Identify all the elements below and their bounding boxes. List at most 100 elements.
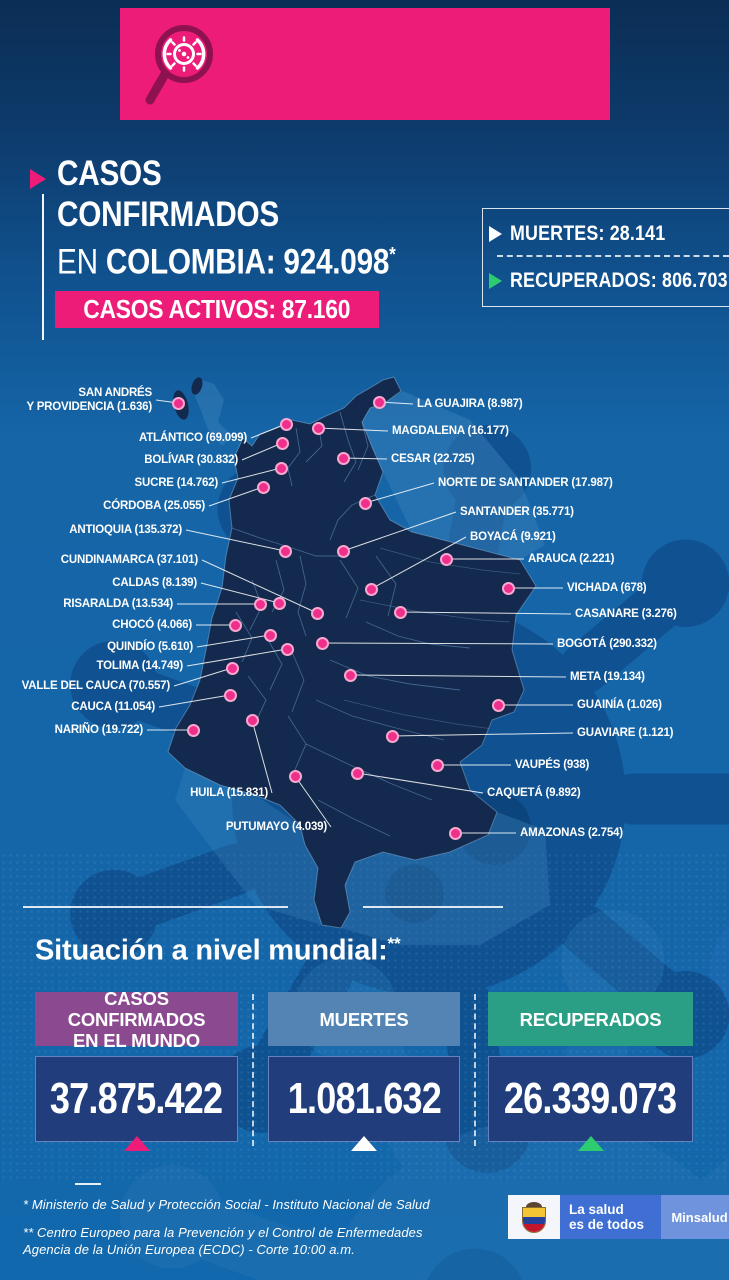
world-card-confirmed-header: CASOS CONFIRMADOS EN EL MUNDO	[35, 988, 238, 1051]
deaths-recovered-box	[482, 208, 729, 307]
world-card-deaths-arrow-icon	[351, 1136, 377, 1151]
map-label-choco: CHOCÓ (4.066)	[112, 619, 192, 631]
map-label-atla-ntico: ATLÁNTICO (69.099)	[138, 432, 247, 444]
map-label-valle-del-cauca: VALLE DEL CAUCA (70.557)	[21, 680, 171, 692]
colombia-crest-icon	[508, 1195, 560, 1239]
map-marker-casanare	[393, 605, 407, 619]
deaths-label: MUERTES: 28.141	[510, 222, 666, 245]
map-label-amazonas: AMAZONAS (2.754)	[520, 827, 623, 839]
minsalud-logo-bar: La salud es de todos Minsalud	[508, 1195, 729, 1239]
map-label-caldas: CALDAS (8.139)	[112, 577, 197, 589]
map-marker-amazonas	[448, 826, 462, 840]
map-label-boyaca: BOYACÁ (9.921)	[470, 531, 556, 543]
rivers	[343, 547, 521, 731]
world-card-recovered: RECUPERADOS 26.339.073	[488, 992, 693, 1152]
section-divider-right	[363, 906, 503, 908]
recovered-label: RECUPERADOS: 806.703	[510, 269, 728, 292]
map-marker-putumayo	[288, 769, 302, 783]
map-label-huila: HUILA (15.831)	[190, 787, 268, 799]
confirmed-cases-headline: CASOS CONFIRMADOS EN COLOMBIA: 924.098*	[57, 153, 455, 283]
colombia-silhouette	[167, 376, 537, 929]
map-label-guaviare: GUAVIARE (1.121)	[577, 727, 674, 739]
world-card-confirmed-value: 37.875.422	[50, 1074, 223, 1123]
active-cases-badge: CASOS ACTIVOS: 87.160	[55, 291, 379, 328]
map-label-bogota: BOGOTÁ (290.332)	[557, 638, 657, 650]
world-section-title: Situación a nivel mundial:**	[35, 934, 401, 968]
active-cases-label: CASOS ACTIVOS: 87.160	[83, 294, 351, 324]
map-marker-santander	[336, 544, 350, 558]
map-label-guaini-a: GUAINÍA (1.026)	[577, 699, 662, 711]
map-label-vaupe-s: VAUPÉS (938)	[515, 759, 590, 771]
world-title-asterisks: **	[387, 934, 401, 953]
headline-line1: CASOS	[57, 154, 162, 193]
summary-vertical-rule	[42, 194, 44, 340]
neighbor-countries	[175, 378, 550, 945]
world-card-confirmed-value-box: 37.875.422	[35, 1056, 238, 1142]
map-label-magdalena: MAGDALENA (16.177)	[392, 425, 509, 437]
map-marker-la-guajira	[372, 395, 386, 409]
card-separator-2	[474, 994, 476, 1146]
label-connector-lines	[147, 399, 574, 834]
world-card-deaths-value-box: 1.081.632	[268, 1056, 460, 1142]
map-label-san-andre-s-y-providencia: SAN ANDRÉS Y PROVIDENCIA (1.636)	[26, 387, 152, 413]
world-card-confirmed: CASOS CONFIRMADOS EN EL MUNDO 37.875.422	[35, 988, 238, 1152]
map-marker-risaralda	[253, 597, 267, 611]
map-label-norte-de-santander: NORTE DE SANTANDER (17.987)	[438, 477, 613, 489]
map-marker-meta	[343, 668, 357, 682]
world-card-recovered-header: RECUPERADOS	[488, 992, 693, 1046]
headline-line3: EN COLOMBIA: 924.098*	[57, 235, 396, 283]
stats-dashed-divider	[497, 255, 729, 257]
map-label-casanare: CASANARE (3.276)	[575, 608, 677, 620]
headline-line2: CONFIRMADOS	[57, 195, 279, 234]
map-label-boli-var: BOLÍVAR (30.832)	[144, 454, 238, 466]
map-marker-tolima	[280, 642, 294, 656]
map-marker-choco	[228, 618, 242, 632]
headline-asterisk: *	[389, 244, 396, 266]
map-label-risaralda: RISARALDA (13.534)	[63, 598, 173, 610]
map-marker-atla-ntico	[279, 417, 293, 431]
crest-shield-icon	[523, 1208, 545, 1232]
map-label-quindi-o: QUINDÍO (5.610)	[107, 641, 193, 653]
world-card-deaths-header: MUERTES	[268, 992, 460, 1046]
map-marker-caqueta	[350, 766, 364, 780]
map-marker-cesar	[336, 451, 350, 465]
map-label-vichada: VICHADA (678)	[567, 582, 647, 594]
map-label-cesar: CESAR (22.725)	[391, 453, 475, 465]
world-card-confirmed-arrow-icon	[123, 1136, 150, 1151]
map-marker-magdalena	[311, 421, 325, 435]
map-label-sucre: SUCRE (14.762)	[134, 477, 219, 489]
map-marker-boyaca	[364, 582, 378, 596]
card-separator-1	[252, 994, 254, 1146]
map-marker-guaviare	[385, 729, 399, 743]
map-label-santander: SANTANDER (35.771)	[460, 506, 574, 518]
headline-total: COLOMBIA: 924.098	[105, 242, 390, 282]
footer-tick-line	[75, 1183, 101, 1185]
footnote-source: * Ministerio de Salud y Protección Socia…	[23, 1197, 430, 1212]
map-marker-bogota	[315, 636, 329, 650]
map-marker-vichada	[501, 581, 515, 595]
map-marker-quindi-o	[263, 628, 277, 642]
map-marker-narin-o	[186, 723, 200, 737]
world-card-recovered-value-box: 26.339.073	[488, 1056, 693, 1142]
recovered-arrow-icon	[489, 273, 502, 289]
map-label-tolima: TOLIMA (14.749)	[96, 660, 184, 672]
world-title-text: Situación a nivel mundial:	[35, 934, 388, 967]
map-label-arauca: ARAUCA (2.221)	[528, 553, 615, 565]
map-marker-antioquia	[278, 544, 292, 558]
footnote-ecdc: ** Centro Europeo para la Prevención y e…	[23, 1225, 423, 1257]
section-divider-left	[23, 906, 288, 908]
map-marker-boli-var	[275, 436, 289, 450]
world-card-deaths: MUERTES 1.081.632	[268, 992, 460, 1152]
map-marker-sucre	[274, 461, 288, 475]
map-marker-co-rdoba	[256, 480, 270, 494]
map-label-la-guajira: LA GUAJIRA (8.987)	[417, 398, 523, 410]
map-label-putumayo: PUTUMAYO (4.039)	[225, 821, 327, 833]
crest-condor-icon	[526, 1202, 542, 1207]
world-card-recovered-arrow-icon	[577, 1136, 604, 1151]
map-label-narin-o: NARIÑO (19.722)	[54, 724, 144, 736]
la-salud-es-de-todos-logo: La salud es de todos	[560, 1195, 661, 1239]
map-marker-huila	[245, 713, 259, 727]
